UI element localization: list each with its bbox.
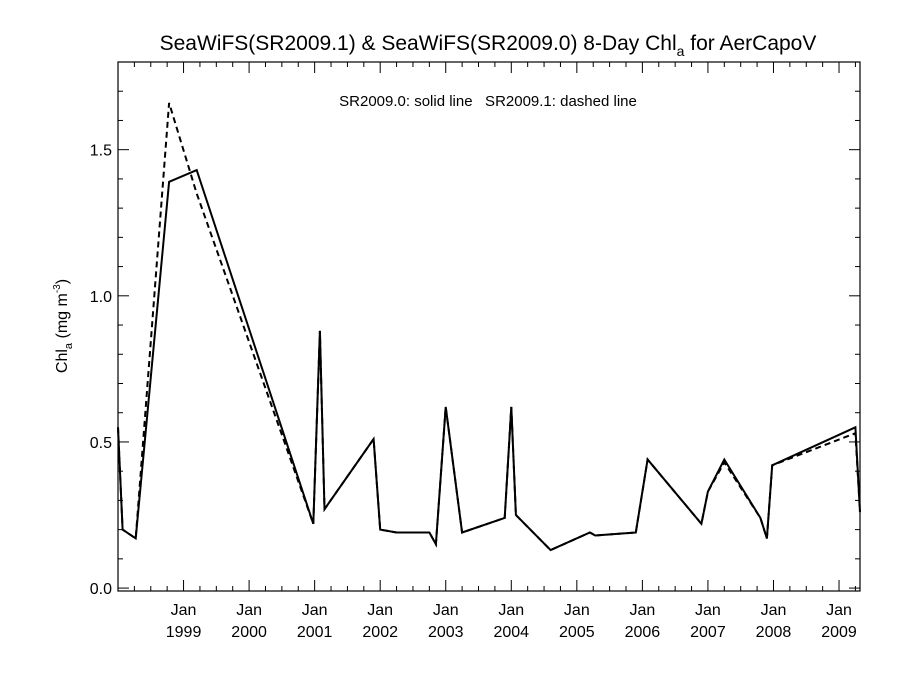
x-tick-month: Jan: [629, 602, 655, 619]
x-tick-month: Jan: [498, 602, 524, 619]
x-tick-year: 2004: [493, 624, 529, 641]
x-tick-year: 2005: [559, 624, 595, 641]
y-axis-label: Chla (mg m-3): [52, 279, 75, 373]
series-line-sr2009-0: [117, 168, 861, 552]
x-tick-month: Jan: [826, 602, 852, 619]
x-tick-month: Jan: [695, 602, 721, 619]
x-tick-month: Jan: [171, 602, 197, 619]
chart-title: SeaWiFS(SR2009.1) & SeaWiFS(SR2009.0) 8-…: [160, 32, 817, 59]
x-tick-year: 2002: [362, 624, 398, 641]
x-tick-month: Jan: [236, 602, 262, 619]
x-tick-year: 2008: [756, 624, 792, 641]
x-tick-month: Jan: [367, 602, 393, 619]
series-line-sr2009-1: [117, 102, 861, 552]
plot-frame: [117, 61, 861, 592]
x-tick-month: Jan: [761, 602, 787, 619]
x-tick-year: 2001: [297, 624, 333, 641]
x-tick-month: Jan: [564, 602, 590, 619]
tick-labels: 0.0 0.5 1.0 1.5 Jan 1999 Jan 2000 Jan 2001 Jan 2002…: [90, 143, 857, 641]
x-tick-year: 2000: [231, 624, 267, 641]
series-annotation: SR2009.0: solid line SR2009.1: dashed li…: [339, 93, 637, 110]
series-lines: [117, 102, 861, 552]
y-tick-label: 0.5: [90, 435, 112, 452]
y-tick-label: 0.0: [90, 581, 112, 598]
x-tick-year: 2007: [690, 624, 726, 641]
x-tick-year: 2003: [428, 624, 464, 641]
x-tick-month: Jan: [433, 602, 459, 619]
y-tick-label: 1.0: [90, 289, 112, 306]
x-tick-year: 2009: [821, 624, 857, 641]
axis-ticks: [118, 62, 860, 591]
x-tick-year: 1999: [166, 624, 202, 641]
x-tick-year: 2006: [625, 624, 661, 641]
x-tick-month: Jan: [302, 602, 328, 619]
y-tick-label: 1.5: [90, 143, 112, 160]
